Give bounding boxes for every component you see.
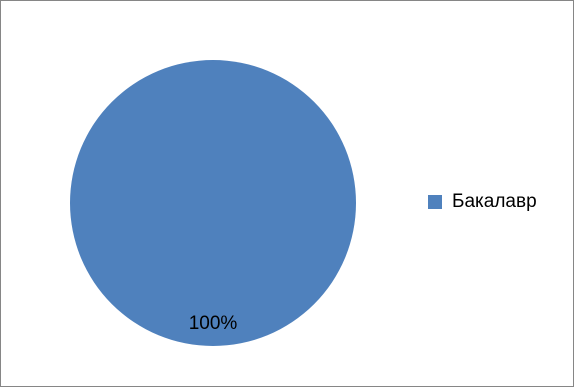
legend-label: Бакалавр [452, 191, 537, 212]
pie-slice [70, 60, 356, 346]
pie-data-label: 100% [189, 313, 238, 334]
legend-swatch [428, 195, 442, 209]
legend: Бакалавр [428, 189, 537, 215]
